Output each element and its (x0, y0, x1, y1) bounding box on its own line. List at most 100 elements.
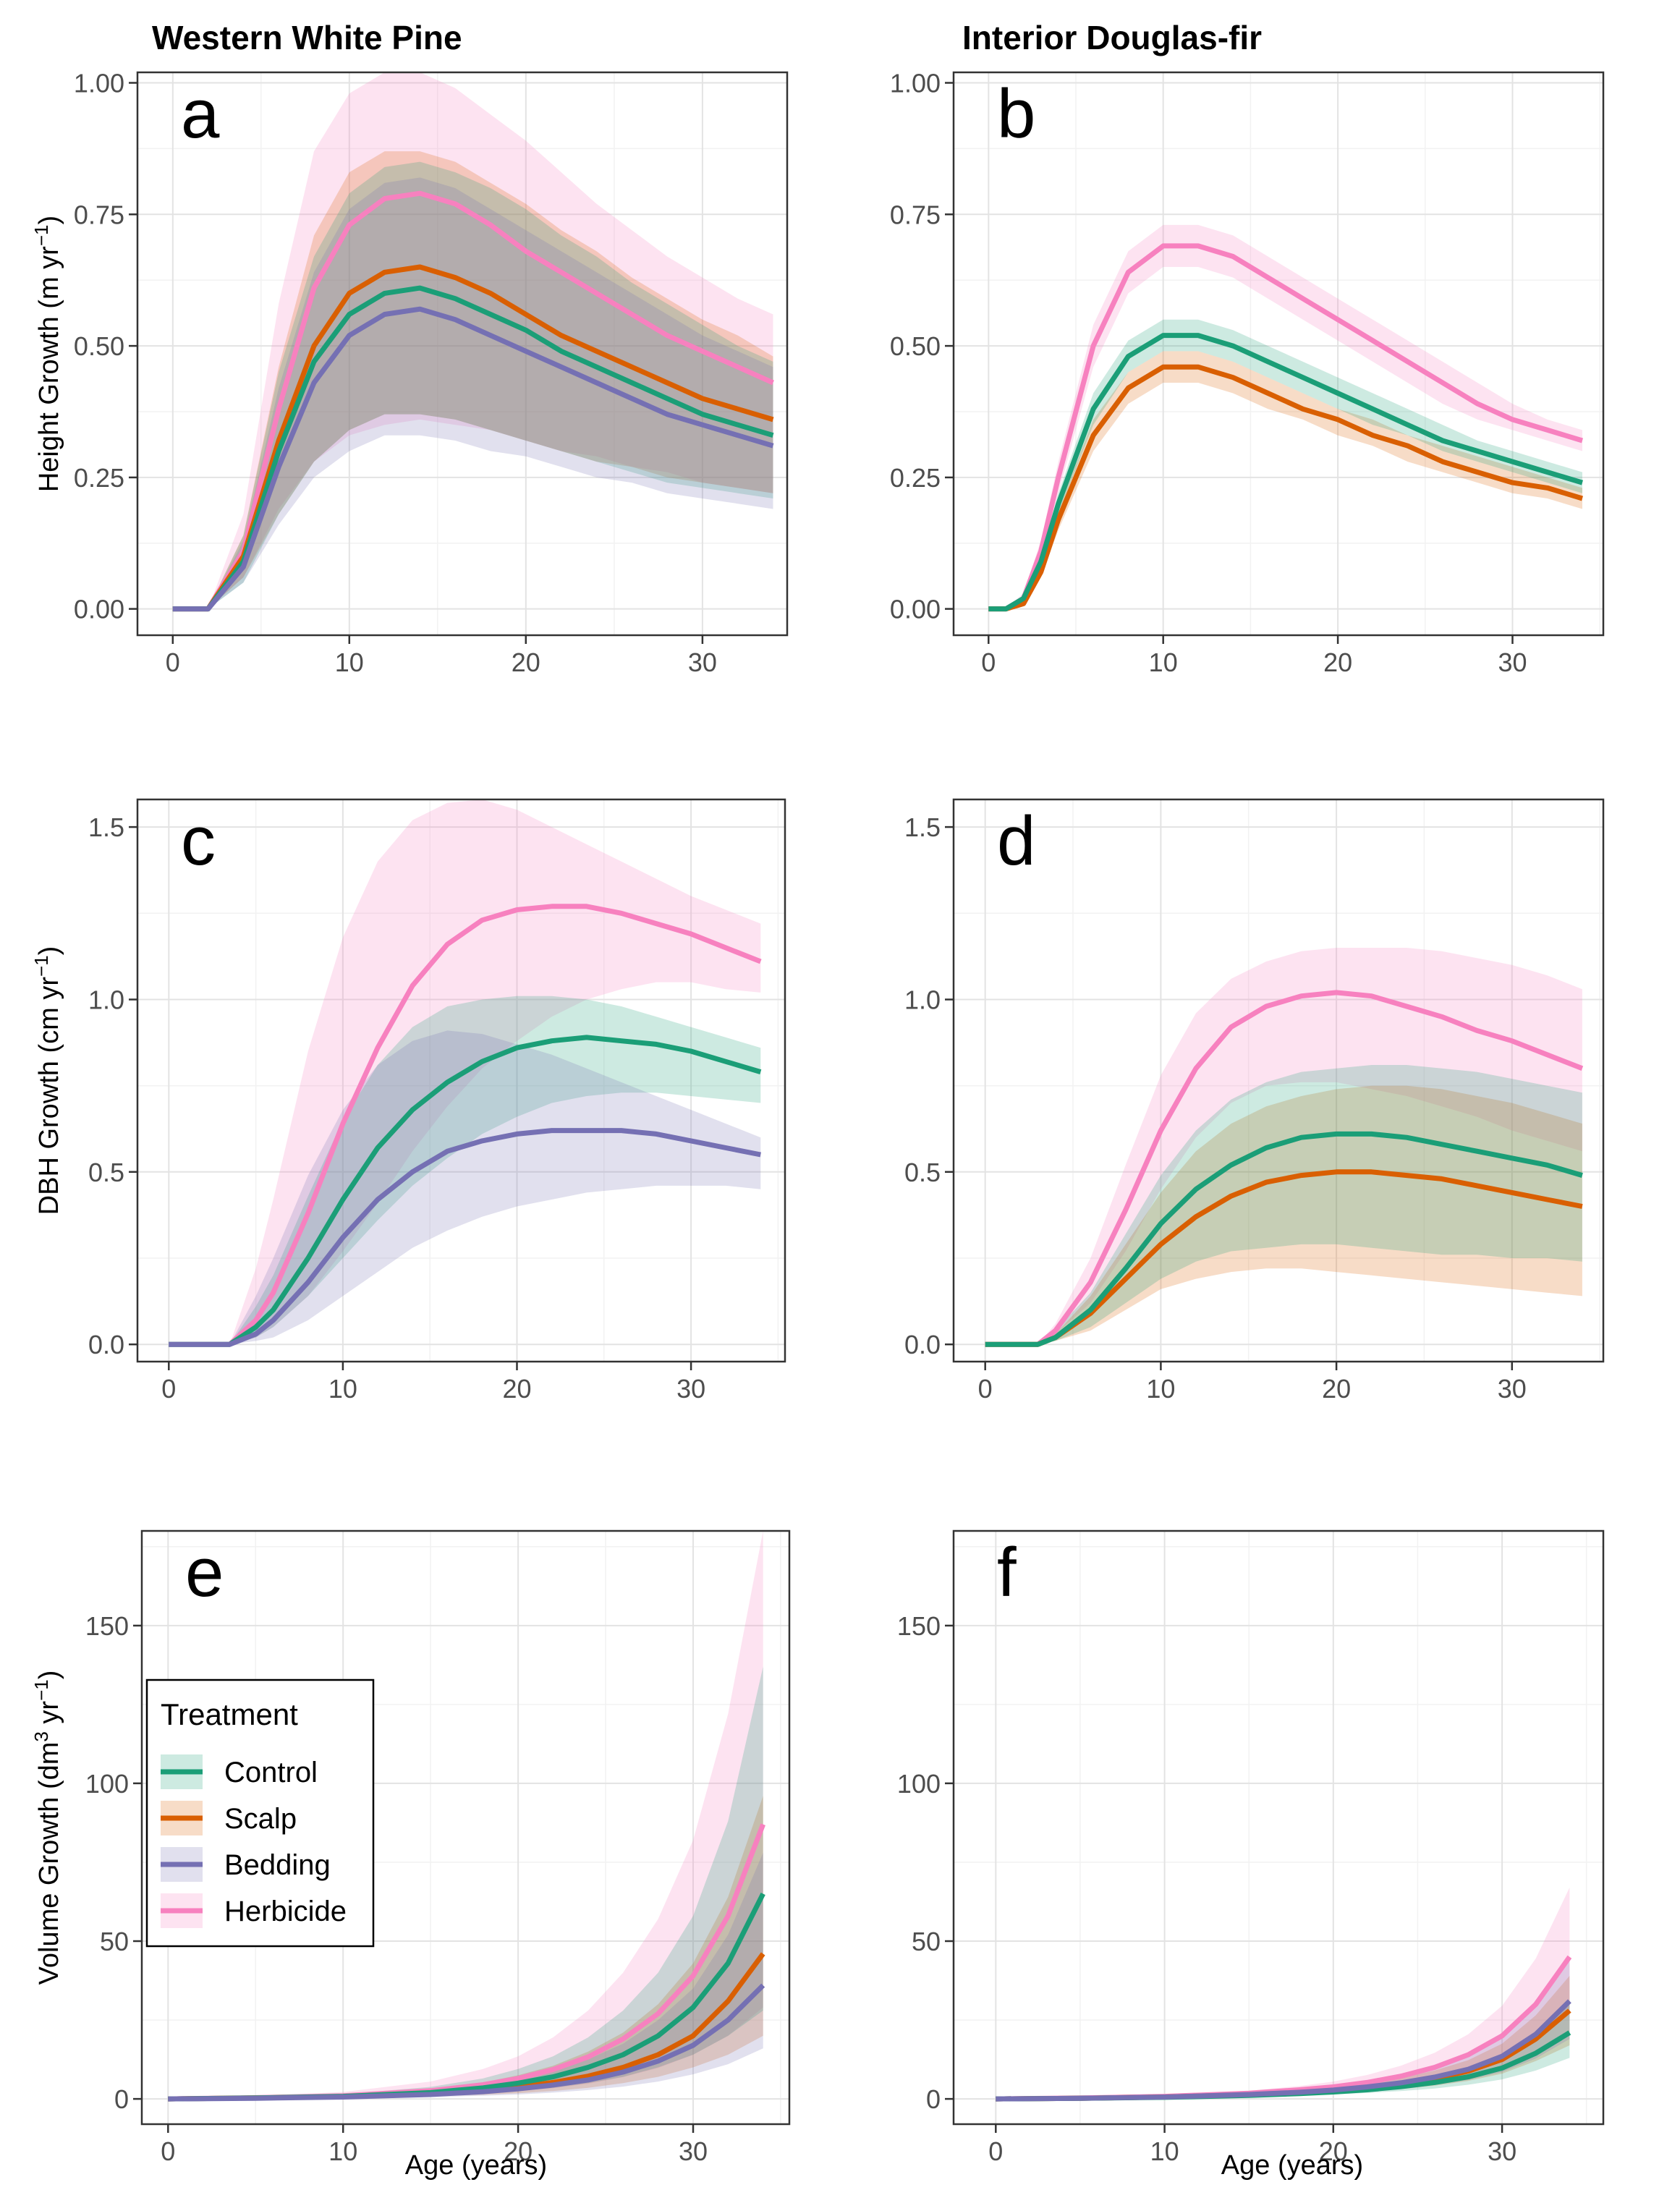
panel-f: 0 10 20 30 0 50 100 150 f (897, 1529, 1605, 2166)
x-tick-label: 20 (1319, 2136, 1348, 2166)
y-axis-title-sup: 3 (30, 1731, 52, 1741)
panel-border (140, 1529, 791, 2126)
y-axis-title-text: yr (34, 1701, 64, 1732)
line-control (172, 285, 774, 612)
panel-background (954, 799, 1603, 1362)
ribbon-control (985, 1065, 1582, 1345)
y-tick-label: 0.75 (74, 200, 124, 229)
y-tick-label: 0.00 (74, 595, 124, 624)
x-tick-label: 0 (161, 2136, 175, 2166)
y-tick-label: 50 (100, 1927, 129, 1956)
x-tick-label: 20 (1323, 648, 1352, 677)
ribbon-herbicide (988, 224, 1582, 609)
x-tick-label: 20 (504, 2136, 533, 2166)
plot-area (168, 1531, 765, 2102)
x-tick-label: 30 (1498, 1374, 1527, 1404)
plot-area (172, 72, 774, 612)
y-tick-label: 1.00 (74, 69, 124, 98)
ribbon-herbicide (985, 948, 1582, 1345)
panel-border (952, 71, 1605, 637)
y-tick-label: 0.25 (74, 463, 124, 493)
y-tick-label: 1.0 (904, 985, 941, 1015)
ribbon-scalp (172, 151, 773, 609)
panel-d: 0 10 20 30 0.0 0.5 1.0 1.5 d (904, 798, 1605, 1404)
y-axis-title-sup: −1 (30, 1679, 52, 1701)
x-tick-label: 30 (676, 1374, 705, 1404)
x-tick-label: 0 (978, 1374, 993, 1404)
y-axis-title: Volume Growth (dm3 yr−1) (30, 1671, 64, 1985)
y-axis-title-text: ) (34, 946, 64, 956)
line-control (988, 333, 1584, 612)
panel-letter: b (997, 75, 1035, 153)
x-tick-label: 20 (512, 648, 540, 677)
panel-e: 0 10 20 30 0 50 100 150 e Volume Growth (dm3 yr−1… (30, 1529, 791, 2166)
y-axis-title-text: Volume Growth (dm (34, 1742, 64, 1985)
ribbon-control (169, 996, 761, 1345)
x-tick-label: 10 (1149, 648, 1178, 677)
legend-label-control: Control (224, 1757, 318, 1788)
line-bedding (169, 1128, 761, 1347)
y-tick-label: 0.5 (88, 1158, 124, 1187)
x-tick-label: 0 (988, 2136, 1003, 2166)
ribbon-bedding (169, 1030, 761, 1345)
y-tick-label: 0.75 (890, 200, 941, 229)
y-tick-label: 100 (85, 1769, 129, 1799)
y-tick-label: 1.5 (88, 812, 124, 842)
line-herbicide (985, 990, 1584, 1347)
y-axis-title-sup: −1 (30, 225, 52, 247)
legend-box (145, 1678, 375, 1948)
line-scalp (172, 264, 774, 612)
ribbon-bedding (172, 177, 773, 609)
y-axis-title-text: DBH Growth (cm yr (34, 977, 64, 1215)
panel-background (137, 799, 785, 1362)
line-scalp (988, 364, 1584, 612)
line-bedding (168, 1983, 765, 2102)
x-tick-label: 10 (328, 1374, 357, 1404)
legend-label-bedding: Bedding (224, 1849, 331, 1881)
y-tick-label: 1.00 (890, 69, 941, 98)
y-tick-label: 0.0 (88, 1330, 124, 1359)
ribbon-herbicide (172, 72, 773, 609)
legend-label-scalp: Scalp (224, 1803, 297, 1835)
x-tick-label: 0 (981, 648, 996, 677)
column-title-right: Interior Douglas-fir (962, 19, 1262, 56)
x-tick-label: 10 (1150, 2136, 1179, 2166)
column-title-left: Western White Pine (152, 19, 462, 56)
y-tick-label: 0.00 (890, 595, 941, 624)
panel-letter: c (181, 802, 216, 880)
y-axis-title-text: ) (34, 1671, 64, 1680)
line-herbicide (172, 190, 774, 612)
panel-background (954, 72, 1603, 635)
x-tick-label: 0 (166, 648, 180, 677)
panel-border (136, 71, 789, 637)
panel-a: 0 10 20 30 0.00 0.25 0.50 0.75 1.00 a Height Growt… (30, 69, 789, 677)
ribbon-herbicide (168, 1531, 763, 2100)
x-axis-title-left: Age (years) (405, 2150, 547, 2181)
y-tick-label: 0 (926, 2084, 941, 2114)
x-tick-label: 0 (161, 1374, 176, 1404)
x-tick-label: 30 (1488, 2136, 1516, 2166)
y-tick-label: 0.50 (74, 331, 124, 361)
x-tick-label: 30 (1498, 648, 1527, 677)
panel-letter: e (185, 1534, 224, 1611)
y-axis-title-sup: −1 (30, 955, 52, 977)
y-axis-title-text: ) (34, 216, 64, 225)
plot-area (169, 799, 762, 1347)
panel-c: 0 10 20 30 0.0 0.5 1.0 1.5 c DBH Growth (cm yr−1) (30, 798, 786, 1404)
y-tick-label: 0.25 (890, 463, 941, 493)
line-herbicide (169, 904, 762, 1347)
y-tick-label: 150 (85, 1611, 129, 1641)
x-tick-label: 10 (328, 2136, 357, 2166)
y-tick-label: 0 (114, 2084, 129, 2114)
y-tick-label: 1.5 (904, 812, 941, 842)
legend: Treatment Control Scalp Bedding Herbicide (145, 1678, 375, 1948)
line-control (169, 1035, 762, 1347)
panel-letter: f (997, 1534, 1017, 1611)
ribbon-control (988, 319, 1582, 609)
x-tick-label: 10 (1146, 1374, 1175, 1404)
legend-label-herbicide: Herbicide (224, 1896, 347, 1927)
panel-b: 0 10 20 30 0.00 0.25 0.50 0.75 1.00 b (890, 69, 1605, 677)
line-bedding (172, 306, 774, 612)
y-tick-label: 0.0 (904, 1330, 941, 1359)
